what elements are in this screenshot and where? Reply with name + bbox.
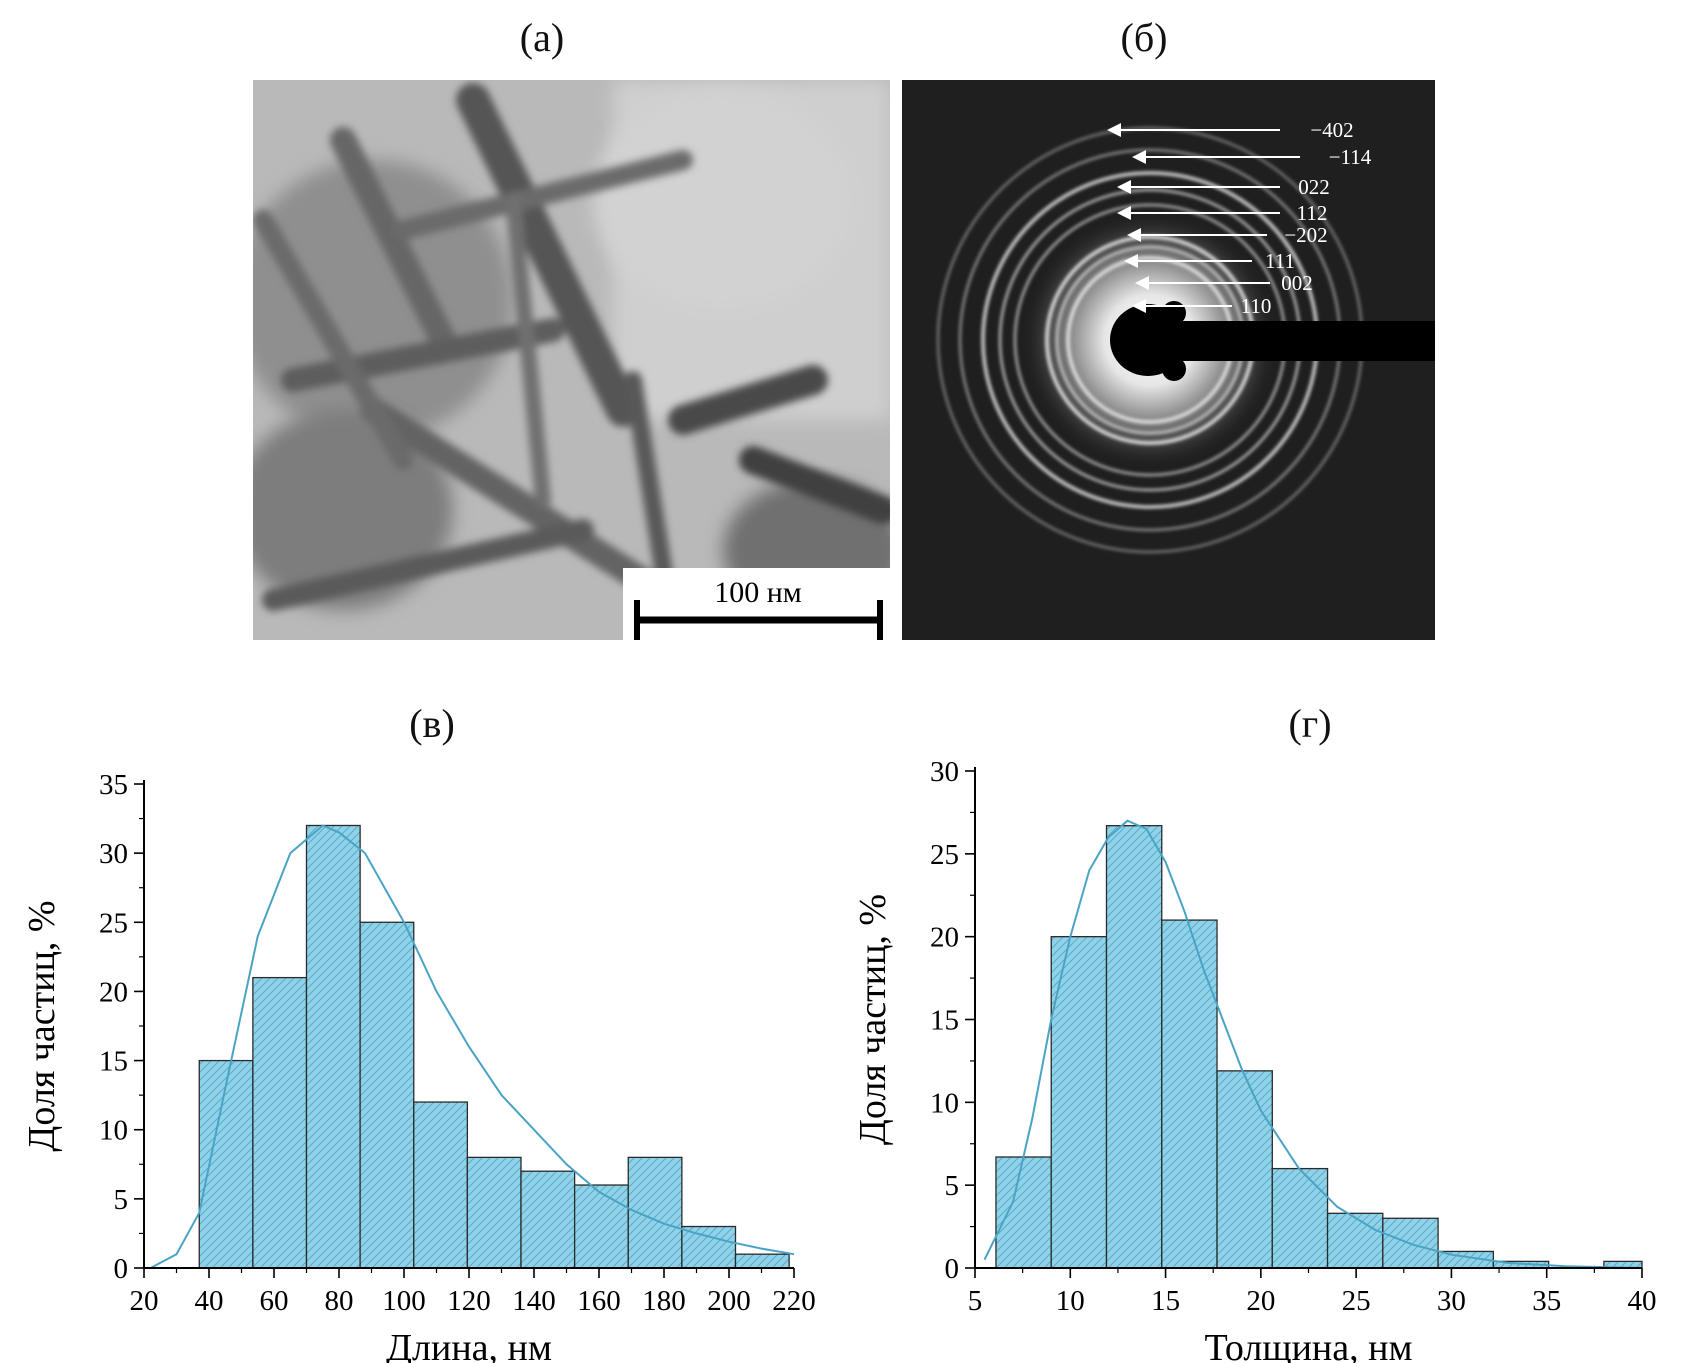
x-tick-label: 220 xyxy=(772,1285,816,1317)
ring-label: 002 xyxy=(1281,271,1313,295)
x-tick-label: 160 xyxy=(577,1285,621,1317)
x-tick-label: 80 xyxy=(325,1285,354,1317)
len-axes: 20 40 60 80 100 120 140 160 180 200 220 0 5 10 15 20 25 3… xyxy=(99,769,816,1317)
x-tick-label: 20 xyxy=(130,1285,159,1317)
ring-label: −402 xyxy=(1310,118,1353,142)
y-tick-label: 10 xyxy=(99,1115,128,1147)
histogram-bar xyxy=(1326,1212,1384,1269)
x-tick-label: 5 xyxy=(968,1285,983,1317)
ring-label: 022 xyxy=(1298,175,1330,199)
x-tick-label: 10 xyxy=(1056,1285,1085,1317)
ring-label-arrow xyxy=(1117,206,1280,220)
ring-label: 111 xyxy=(1265,249,1295,273)
x-tick-label: 120 xyxy=(447,1285,491,1317)
y-axis-label: Доля частиц, % xyxy=(21,900,63,1151)
panel-a-label: (а) xyxy=(519,15,565,60)
length-histogram: 20 40 60 80 100 120 140 160 180 200 220 0 5 10 15 20 25 3… xyxy=(21,769,816,1363)
y-tick-label: 0 xyxy=(114,1253,129,1285)
y-tick-label: 15 xyxy=(99,1046,128,1078)
panel-b-label: (б) xyxy=(1120,15,1168,60)
ring-label-arrow xyxy=(1124,254,1252,268)
x-tick-label: 180 xyxy=(642,1285,686,1317)
tem-micrograph: 100 нм xyxy=(253,80,890,640)
y-tick-label: 5 xyxy=(114,1184,129,1216)
histogram-bar xyxy=(305,824,361,1269)
y-tick-label: 25 xyxy=(930,839,959,871)
x-tick-label: 140 xyxy=(512,1285,556,1317)
len-bars xyxy=(198,824,790,1269)
x-tick-label: 40 xyxy=(1628,1285,1657,1317)
x-tick-label: 15 xyxy=(1151,1285,1180,1317)
scale-bar xyxy=(634,600,883,640)
panel-c-label: (в) xyxy=(409,701,455,746)
ring-label-arrow xyxy=(1135,276,1270,290)
y-tick-label: 0 xyxy=(945,1253,960,1285)
histogram-bar xyxy=(1050,936,1108,1269)
y-tick-label: 30 xyxy=(99,838,128,870)
y-tick-label: 25 xyxy=(99,907,128,939)
x-axis-label: Толщина, нм xyxy=(1205,1327,1413,1363)
y-tick-label: 30 xyxy=(930,756,959,788)
x-tick-label: 20 xyxy=(1246,1285,1275,1317)
histogram-bar xyxy=(681,1225,737,1269)
histogram-bar xyxy=(1216,1070,1273,1269)
x-tick-label: 30 xyxy=(1437,1285,1466,1317)
fit-curve xyxy=(983,819,1643,1269)
x-tick-label: 40 xyxy=(195,1285,224,1317)
histogram-bar xyxy=(413,1101,469,1269)
y-tick-label: 15 xyxy=(930,1005,959,1037)
y-tick-label: 20 xyxy=(930,922,959,954)
x-tick-label: 200 xyxy=(707,1285,751,1317)
scale-bar-label: 100 нм xyxy=(714,576,802,609)
y-tick-label: 20 xyxy=(99,976,128,1008)
y-tick-label: 5 xyxy=(945,1170,960,1202)
diffraction-pattern: −402 −114 022 112 −202 111 002 110 xyxy=(902,80,1435,640)
panel-d-label: (г) xyxy=(1288,701,1332,746)
y-axis-label: Доля частиц, % xyxy=(852,894,894,1145)
histogram-bar xyxy=(1271,1167,1329,1269)
histogram-bar xyxy=(1161,919,1218,1269)
ring-label-arrow xyxy=(1117,180,1280,194)
histogram-bar xyxy=(359,921,415,1269)
ring-label: 112 xyxy=(1297,201,1328,225)
ring-label-arrow xyxy=(1132,299,1232,313)
x-tick-label: 100 xyxy=(382,1285,426,1317)
histogram-bar xyxy=(1105,825,1163,1269)
ring-label: 110 xyxy=(1241,294,1272,318)
scale-bar-background xyxy=(623,568,890,640)
fit-curve xyxy=(150,824,795,1269)
x-tick-label: 25 xyxy=(1342,1285,1371,1317)
tem-image: 100 нм xyxy=(253,80,890,640)
ring-label-arrow xyxy=(1107,123,1280,137)
thk-bars xyxy=(995,825,1643,1269)
histogram-bar xyxy=(198,1059,254,1269)
x-tick-label: 60 xyxy=(260,1285,289,1317)
ring-label: −202 xyxy=(1284,223,1327,247)
histogram-bar xyxy=(995,1156,1052,1269)
ring-label: −114 xyxy=(1329,145,1372,169)
beam-stop xyxy=(1110,301,1435,381)
y-tick-label: 35 xyxy=(99,769,128,801)
x-tick-label: 35 xyxy=(1532,1285,1561,1317)
histogram-bar xyxy=(466,1156,522,1269)
ring-label-arrow xyxy=(1127,228,1267,242)
ring-label-arrow xyxy=(1132,150,1300,164)
y-tick-label: 10 xyxy=(930,1087,959,1119)
x-axis-label: Длина, нм xyxy=(386,1327,552,1363)
